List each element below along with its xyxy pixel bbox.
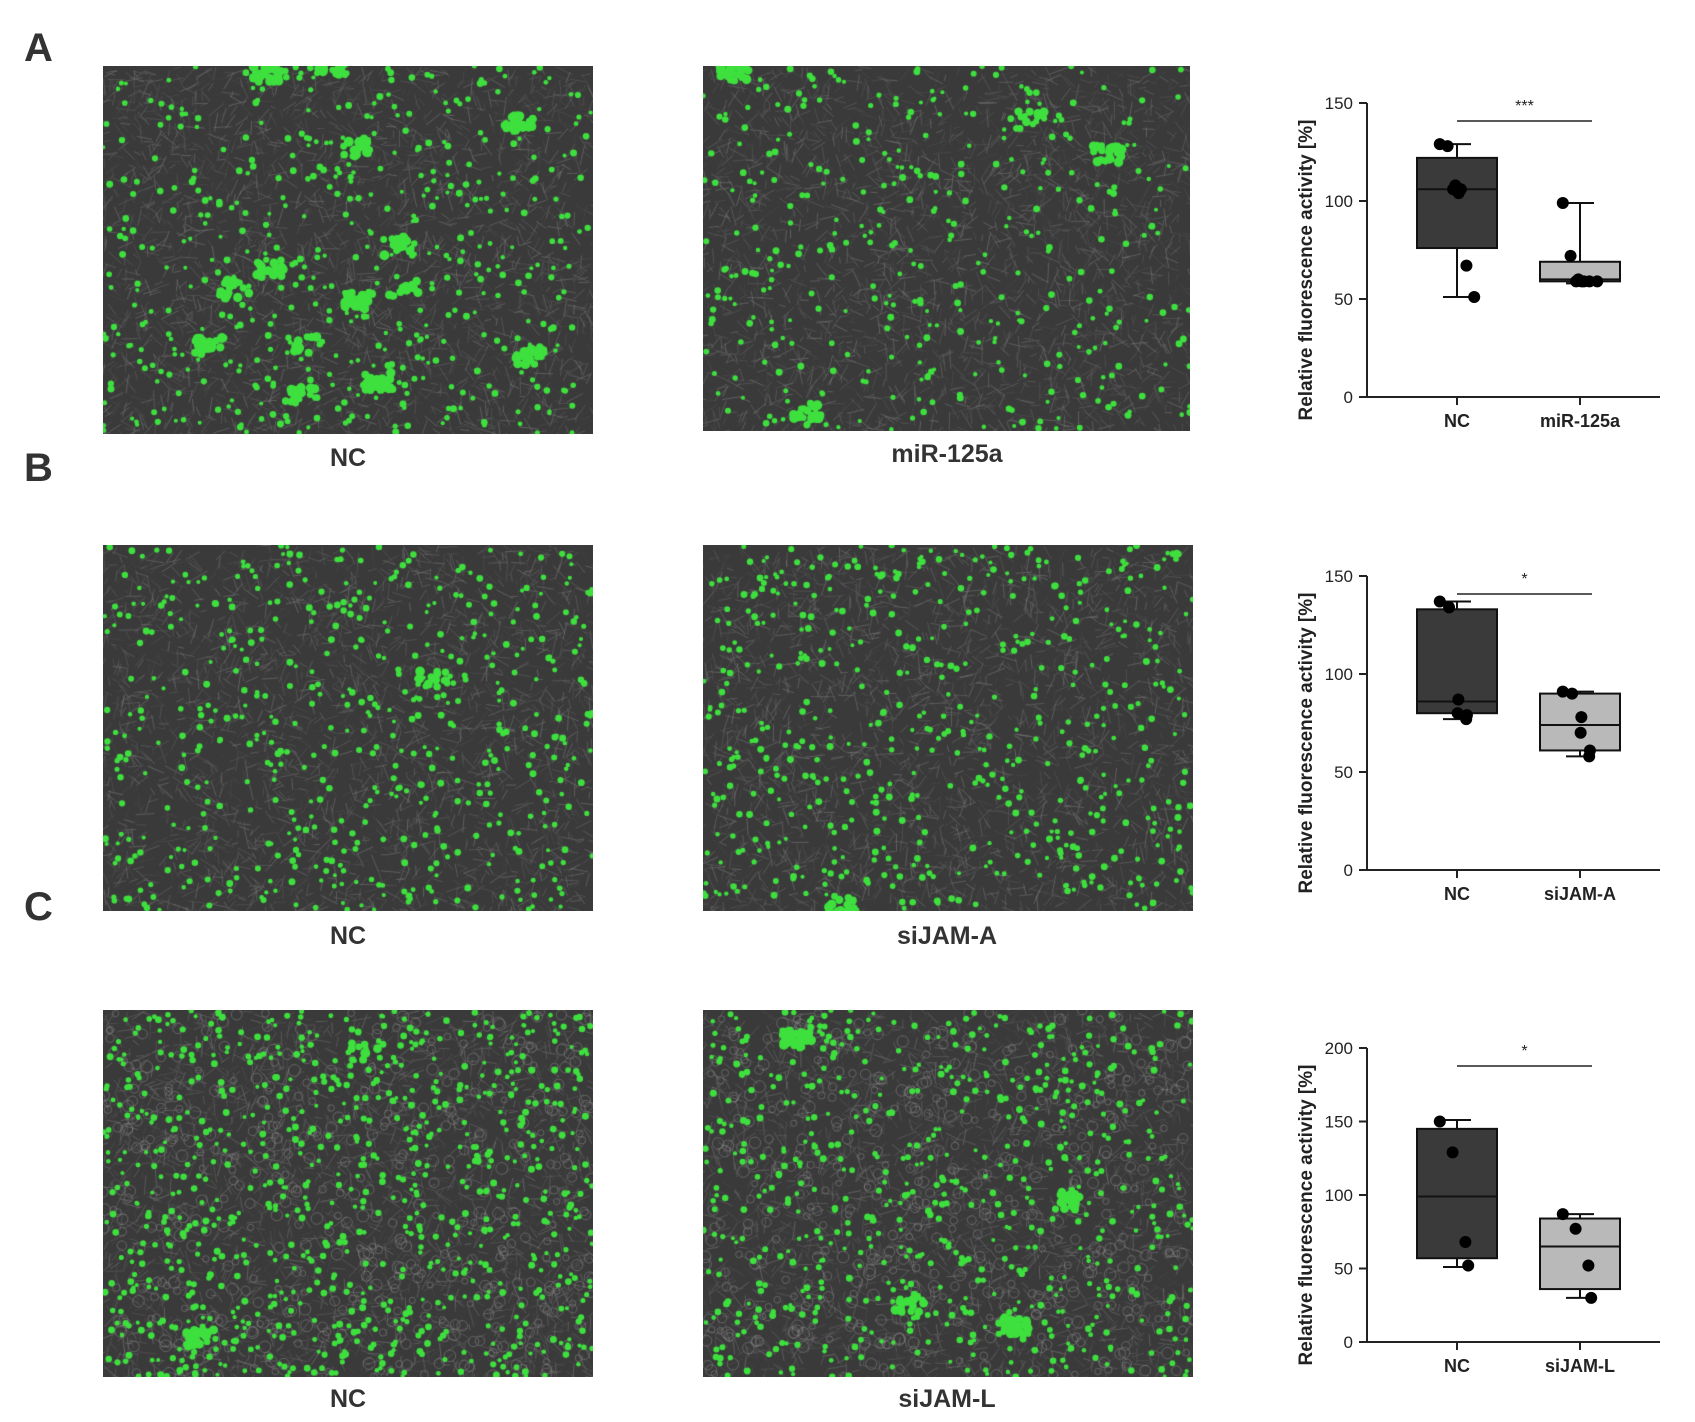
image-label-a-nc: NC <box>329 444 367 472</box>
boxplot-svg: 0 50 100 150 Relative fluorescence activity … <box>1296 567 1660 904</box>
y-tick-label: 150 <box>1325 94 1353 113</box>
data-point <box>1556 1208 1569 1221</box>
data-point <box>1569 1222 1582 1235</box>
boxplot-svg: 0 50 100 150 200 Relative fluorescence activi… <box>1296 1039 1660 1376</box>
data-point <box>1459 1236 1472 1249</box>
data-point <box>1575 711 1588 724</box>
data-point <box>1468 291 1481 304</box>
micrograph-c-treatment <box>703 1010 1193 1377</box>
data-point <box>1443 601 1456 614</box>
significance-label: *** <box>1515 98 1534 115</box>
y-tick-label: 50 <box>1334 763 1353 782</box>
micrograph-a-treatment <box>703 66 1190 431</box>
y-tick-label: 100 <box>1325 1186 1353 1205</box>
y-tick-label: 50 <box>1334 1260 1353 1279</box>
micrograph-canvas <box>703 545 1193 911</box>
data-point <box>1556 196 1569 209</box>
y-axis-label: Relative fluorescence activity [%] <box>1296 120 1317 421</box>
x-tick-label: NC <box>1444 884 1470 904</box>
data-point <box>1462 1259 1475 1272</box>
significance-label: * <box>1521 1043 1527 1060</box>
micrograph-canvas <box>103 1010 593 1377</box>
x-tick-label: miR-125a <box>1540 411 1621 431</box>
data-point <box>1564 249 1577 262</box>
y-tick-label: 150 <box>1325 1113 1353 1132</box>
x-tick-label: NC <box>1444 411 1470 431</box>
data-point <box>1583 750 1596 763</box>
data-point <box>1433 595 1446 608</box>
image-label-b-treatment: siJAM-A <box>896 922 997 950</box>
micrograph-canvas <box>103 545 593 911</box>
data-point <box>1452 693 1465 706</box>
y-tick-label: 0 <box>1344 388 1353 407</box>
y-tick-label: 100 <box>1325 192 1353 211</box>
micrograph-c-nc <box>103 1010 593 1377</box>
x-tick-label: siJAM-L <box>1545 1356 1615 1376</box>
x-tick-label: siJAM-A <box>1544 884 1616 904</box>
micrograph-a-nc <box>103 66 593 434</box>
image-label-c-nc: NC <box>329 1385 367 1413</box>
boxplot-a: 0 50 100 150 Relative fluorescence activity … <box>1290 55 1690 455</box>
x-tick-label: NC <box>1444 1356 1470 1376</box>
data-point <box>1446 1146 1459 1159</box>
box <box>1416 1127 1498 1260</box>
y-tick-label: 50 <box>1334 290 1353 309</box>
data-point <box>1452 187 1465 200</box>
y-axis-label: Relative fluorescence activity [%] <box>1296 593 1317 894</box>
data-point <box>1591 275 1604 288</box>
significance-label: * <box>1521 571 1527 588</box>
data-point <box>1574 726 1587 739</box>
data-point <box>1566 687 1579 700</box>
image-label-b-nc: NC <box>329 922 367 950</box>
micrograph-canvas <box>103 66 593 434</box>
y-tick-label: 100 <box>1325 665 1353 684</box>
micrograph-b-nc <box>103 545 593 911</box>
data-point <box>1585 1291 1598 1304</box>
panel-letter-c: C <box>24 885 53 929</box>
micrograph-canvas <box>703 1010 1193 1377</box>
boxplot-svg: 0 50 100 150 Relative fluorescence activity … <box>1296 94 1660 431</box>
panel-letter-b: B <box>24 446 53 490</box>
y-tick-label: 150 <box>1325 567 1353 586</box>
data-point <box>1441 140 1454 153</box>
data-point <box>1451 707 1464 720</box>
micrograph-canvas <box>703 66 1190 431</box>
image-label-c-treatment: siJAM-L <box>898 1385 996 1413</box>
data-point <box>1582 1259 1595 1272</box>
boxplot-b: 0 50 100 150 Relative fluorescence activity … <box>1290 528 1690 928</box>
data-point <box>1433 1115 1446 1128</box>
y-tick-label: 0 <box>1344 861 1353 880</box>
data-point <box>1460 713 1473 726</box>
y-tick-label: 200 <box>1325 1039 1353 1058</box>
box <box>1416 156 1498 250</box>
y-tick-label: 0 <box>1344 1333 1353 1352</box>
boxplot-c: 0 50 100 150 200 Relative fluorescence activi… <box>1290 1000 1690 1400</box>
y-axis-label: Relative fluorescence activity [%] <box>1296 1065 1317 1366</box>
image-label-a-treatment: miR-125a <box>891 440 1003 468</box>
data-point <box>1556 685 1569 698</box>
panel-letter-a: A <box>24 26 53 70</box>
data-point <box>1460 259 1473 272</box>
micrograph-b-treatment <box>703 545 1193 911</box>
